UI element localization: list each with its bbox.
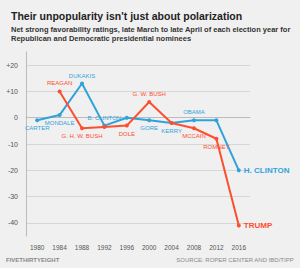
svg-text:0: 0 xyxy=(14,114,18,121)
svg-text:ROMNEY: ROMNEY xyxy=(203,144,229,150)
svg-text:+20: +20 xyxy=(6,62,18,69)
svg-text:Their unpopularity isn't just: Their unpopularity isn't just about pola… xyxy=(11,10,242,22)
svg-text:-10: -10 xyxy=(8,141,18,148)
svg-text:KERRY: KERRY xyxy=(161,128,182,134)
svg-text:Net strong favorability rating: Net strong favorability ratings, late Ma… xyxy=(11,25,292,34)
svg-text:CARTER: CARTER xyxy=(25,125,50,131)
svg-text:H. CLINTON: H. CLINTON xyxy=(244,166,290,175)
svg-text:MCCAIN: MCCAIN xyxy=(182,133,206,139)
svg-text:REAGAN: REAGAN xyxy=(47,80,72,86)
svg-text:Republican and Democratic pres: Republican and Democratic presidential n… xyxy=(11,34,191,43)
svg-text:GORE: GORE xyxy=(140,125,158,131)
svg-text:1988: 1988 xyxy=(75,244,90,251)
svg-text:-40: -40 xyxy=(8,219,18,226)
svg-text:1992: 1992 xyxy=(97,244,112,251)
svg-text:2016: 2016 xyxy=(232,244,247,251)
svg-text:OBAMA: OBAMA xyxy=(183,109,205,115)
svg-text:2008: 2008 xyxy=(187,244,202,251)
svg-text:1980: 1980 xyxy=(30,244,45,251)
svg-text:-30: -30 xyxy=(8,193,18,200)
svg-text:G. W. BUSH: G. W. BUSH xyxy=(133,91,166,97)
svg-text:FIVETHIRTYEIGHT: FIVETHIRTYEIGHT xyxy=(6,257,60,263)
svg-text:2000: 2000 xyxy=(142,244,157,251)
svg-text:2012: 2012 xyxy=(209,244,224,251)
svg-text:DOLE: DOLE xyxy=(119,131,135,137)
svg-text:-20: -20 xyxy=(8,167,18,174)
svg-text:MONDALE: MONDALE xyxy=(45,120,75,126)
svg-text:SOURCE: ROPER CENTER AND IBD/T: SOURCE: ROPER CENTER AND IBD/TIPP xyxy=(176,257,293,263)
svg-text:1984: 1984 xyxy=(52,244,67,251)
svg-text:G. H. W. BUSH: G. H. W. BUSH xyxy=(61,133,102,139)
svg-text:1996: 1996 xyxy=(120,244,135,251)
svg-text:DUKAKIS: DUKAKIS xyxy=(69,73,95,79)
svg-text:2004: 2004 xyxy=(164,244,179,251)
svg-text:TRUMP: TRUMP xyxy=(244,221,273,230)
svg-text:+10: +10 xyxy=(6,88,18,95)
svg-text:B. CLINTON: B. CLINTON xyxy=(88,115,122,121)
